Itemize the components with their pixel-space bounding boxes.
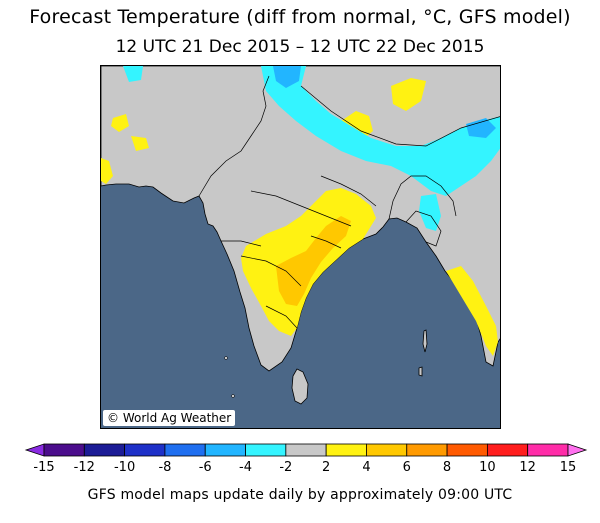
scale-bin [204, 443, 246, 457]
scale-bin [406, 443, 448, 457]
color-scale-bar [24, 443, 588, 457]
cold-anomaly-core [273, 66, 301, 88]
political-borders [198, 75, 500, 329]
map-title: Forecast Temperature (diff from normal, … [29, 6, 571, 28]
credit-text: World Ag Weather [122, 411, 232, 425]
scale-tick-label: 10 [479, 460, 496, 475]
scale-tick-label: 6 [402, 460, 411, 475]
scale-bin [486, 443, 529, 457]
warm-anomaly-north-1 [391, 78, 426, 111]
scale-bin [527, 443, 569, 457]
scale-tick-label: -6 [198, 460, 212, 475]
andaman-islands [418, 329, 428, 377]
scale-tick-label: 8 [442, 460, 452, 475]
temperature-anomaly-map: © World Ag Weather [100, 65, 501, 429]
warm-anomaly-4-6 [276, 216, 351, 306]
scale-tick-label: 15 [559, 460, 577, 475]
scale-tick-label: -8 [158, 460, 172, 475]
warm-anomaly-pakistan [101, 158, 113, 184]
sri-lanka [291, 368, 309, 405]
cold-anomaly-core-2 [466, 118, 496, 138]
scale-bin [164, 443, 206, 457]
warm-anomaly-northwest [131, 136, 149, 151]
cool-anomaly-far-west [123, 66, 143, 82]
scale-bin [285, 443, 327, 457]
scale-bin-max [567, 443, 588, 457]
warm-anomaly-west [111, 114, 129, 132]
scale-tick-label: -4 [239, 460, 253, 475]
lakshadweep-islands [224, 356, 228, 360]
scale-tick-label: -2 [279, 460, 293, 475]
map-valid-period: 12 UTC 21 Dec 2015 – 12 UTC 22 Dec 2015 [115, 37, 485, 57]
scale-bin-min [24, 443, 45, 457]
scale-tick-label: 12 [519, 460, 536, 475]
scale-bin [43, 443, 85, 457]
scale-tick-label: -12 [73, 460, 95, 475]
warm-anomaly-burma [446, 266, 498, 356]
scale-bin [124, 443, 166, 457]
cool-anomaly-northeast [419, 194, 441, 231]
scale-bin [446, 443, 488, 457]
scale-tick-label: -15 [33, 460, 55, 475]
scale-tick-label: -10 [113, 460, 136, 475]
update-note: GFS model maps update daily by approxima… [87, 487, 513, 503]
scale-bin [325, 443, 367, 457]
scale-bin [245, 443, 287, 457]
copyright-icon: © [107, 411, 119, 425]
scale-bin [83, 443, 126, 457]
scale-tick-label: 2 [322, 460, 331, 475]
maldives-islands [231, 394, 235, 398]
scale-bin [366, 443, 408, 457]
credit-label: © World Ag Weather [103, 410, 236, 426]
scale-tick-label: 4 [362, 460, 371, 475]
map-canvas [101, 66, 500, 405]
cool-anomaly-himalaya [261, 66, 500, 196]
